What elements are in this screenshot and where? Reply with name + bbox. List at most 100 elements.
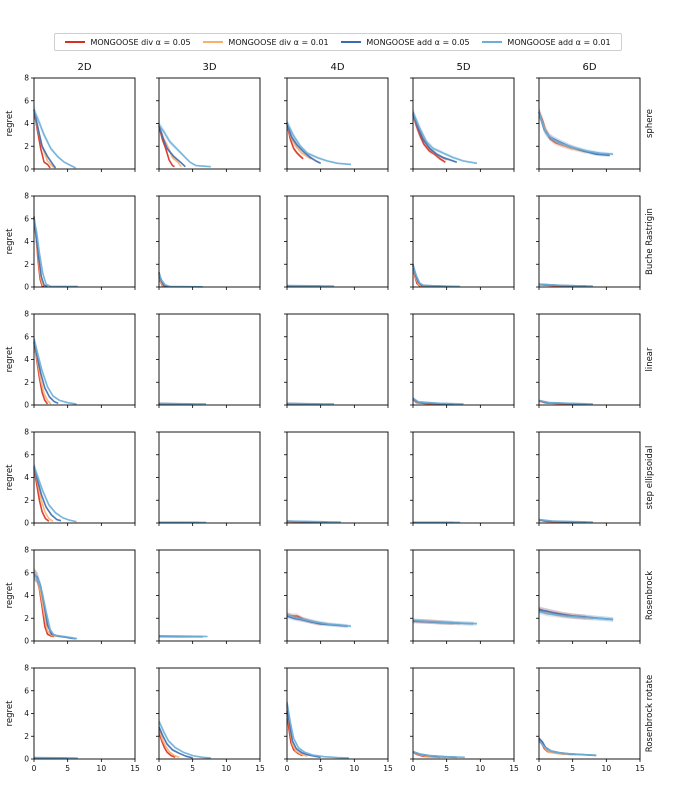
y-tick-label: 4 bbox=[24, 473, 29, 482]
row-label-rosenbrock: Rosenbrock bbox=[645, 571, 655, 620]
legend-swatch-div-005 bbox=[65, 40, 86, 44]
y-axis-label: regret bbox=[5, 582, 15, 608]
panel-step-ellipsoidal-2d: 0 2 4 6 8 regret bbox=[5, 428, 136, 528]
y-axis-label: regret bbox=[5, 228, 15, 254]
panel-rosenbrock-rotate-5d: 0 5 10 15 bbox=[410, 667, 519, 773]
y-tick-label: 8 bbox=[24, 546, 29, 555]
series-line-div-005 bbox=[286, 711, 303, 757]
axes-frame bbox=[412, 195, 515, 288]
series-line-add-001 bbox=[158, 635, 208, 638]
y-tick-label: 2 bbox=[24, 614, 29, 623]
y-tick-label: 6 bbox=[24, 332, 29, 341]
series-line-div-005 bbox=[158, 731, 176, 759]
series-line-add-001 bbox=[286, 520, 341, 523]
row-label-step-ellipsoidal: step ellipsoidal bbox=[645, 446, 655, 510]
x-tick-label: 0 bbox=[537, 764, 542, 773]
panel-sphere-2d: 0 2 4 6 8 regret bbox=[5, 74, 136, 174]
legend-label-add-005: MONGOOSE add α = 0.05 bbox=[366, 37, 470, 47]
legend-item-div-001: MONGOOSE div α = 0.01 bbox=[203, 38, 329, 47]
y-tick-label: 0 bbox=[24, 165, 29, 174]
band-add-005 bbox=[34, 569, 76, 640]
series-line-add-005 bbox=[33, 341, 59, 405]
column-title-5d: 5D bbox=[456, 62, 470, 73]
panel-buche-rastrigin-6d bbox=[536, 195, 641, 290]
axes-frame bbox=[538, 195, 641, 288]
series-line-add-001 bbox=[412, 750, 465, 759]
series-line-add-005 bbox=[33, 109, 57, 169]
y-tick-label: 8 bbox=[24, 310, 29, 319]
series-line-add-001 bbox=[33, 338, 77, 405]
axes-frame bbox=[158, 195, 261, 288]
series-line-add-001 bbox=[538, 111, 614, 155]
axes-frame bbox=[158, 549, 261, 642]
y-tick-label: 8 bbox=[24, 74, 29, 83]
legend-item-add-001: MONGOOSE add α = 0.01 bbox=[482, 38, 611, 47]
axes-frame bbox=[538, 313, 641, 406]
band-div-005 bbox=[413, 109, 446, 164]
series-line-add-001 bbox=[158, 124, 211, 168]
column-title-4d: 4D bbox=[330, 62, 344, 73]
series-line-add-005 bbox=[33, 465, 62, 522]
series-line-add-001 bbox=[33, 109, 77, 169]
x-tick-label: 15 bbox=[130, 764, 140, 773]
y-tick-label: 2 bbox=[24, 496, 29, 505]
x-tick-label: 5 bbox=[190, 764, 195, 773]
series-line-add-001 bbox=[286, 122, 352, 166]
y-tick-label: 6 bbox=[24, 450, 29, 459]
x-tick-label: 5 bbox=[570, 764, 575, 773]
series-line-add-001 bbox=[412, 397, 464, 405]
series-line-add-001 bbox=[412, 619, 478, 625]
band-add-001 bbox=[34, 333, 77, 405]
y-tick-label: 6 bbox=[24, 96, 29, 105]
y-tick-label: 0 bbox=[24, 519, 29, 528]
band-add-005 bbox=[287, 119, 321, 165]
panel-buche-rastrigin-5d bbox=[410, 195, 515, 290]
y-tick-label: 8 bbox=[24, 192, 29, 201]
panel-sphere-6d bbox=[536, 77, 641, 172]
y-tick-label: 8 bbox=[24, 428, 29, 437]
series-line-add-001 bbox=[538, 518, 593, 523]
series-line-div-001 bbox=[158, 729, 180, 759]
x-tick-label: 0 bbox=[411, 764, 416, 773]
panel-rosenbrock-4d bbox=[284, 549, 389, 644]
y-tick-label: 2 bbox=[24, 732, 29, 741]
x-tick-label: 0 bbox=[157, 764, 162, 773]
y-tick-label: 6 bbox=[24, 686, 29, 695]
panel-step-ellipsoidal-4d bbox=[284, 431, 389, 526]
axes-frame bbox=[538, 667, 641, 760]
series-line-add-005 bbox=[158, 726, 193, 759]
band-add-001 bbox=[34, 567, 78, 640]
series-line-add-005 bbox=[286, 704, 321, 759]
y-axis-label: regret bbox=[5, 464, 15, 490]
axes-frame bbox=[286, 431, 389, 524]
series-line-add-001 bbox=[286, 701, 349, 759]
legend: MONGOOSE div α = 0.05 MONGOOSE div α = 0… bbox=[54, 33, 622, 51]
series-line-div-005 bbox=[286, 123, 304, 160]
x-tick-label: 5 bbox=[65, 764, 70, 773]
legend-item-div-005: MONGOOSE div α = 0.05 bbox=[65, 38, 191, 47]
series-line-add-001 bbox=[538, 283, 593, 287]
panel-step-ellipsoidal-6d bbox=[536, 431, 641, 526]
axes-frame bbox=[33, 195, 136, 288]
axes-frame bbox=[538, 77, 641, 170]
axes-frame bbox=[158, 313, 261, 406]
series-line-add-001 bbox=[412, 111, 478, 165]
series-line-add-001 bbox=[538, 740, 597, 756]
y-tick-label: 4 bbox=[24, 355, 29, 364]
panel-step-ellipsoidal-5d bbox=[410, 431, 515, 526]
panel-rosenbrock-6d bbox=[536, 549, 641, 644]
row-label-rosenbrock-rotate: Rosenbrock rotate bbox=[645, 675, 655, 753]
axes-frame bbox=[33, 77, 136, 170]
x-tick-label: 10 bbox=[97, 764, 107, 773]
axes-frame bbox=[412, 431, 515, 524]
y-tick-label: 4 bbox=[24, 237, 29, 246]
y-tick-label: 0 bbox=[24, 755, 29, 764]
band-add-001 bbox=[413, 107, 477, 165]
legend-swatch-add-005 bbox=[341, 40, 362, 44]
panel-buche-rastrigin-4d bbox=[284, 195, 389, 290]
axes-frame bbox=[412, 313, 515, 406]
y-tick-label: 0 bbox=[24, 401, 29, 410]
y-axis-label: regret bbox=[5, 346, 15, 372]
y-tick-label: 6 bbox=[24, 214, 29, 223]
y-axis-label: regret bbox=[5, 700, 15, 726]
